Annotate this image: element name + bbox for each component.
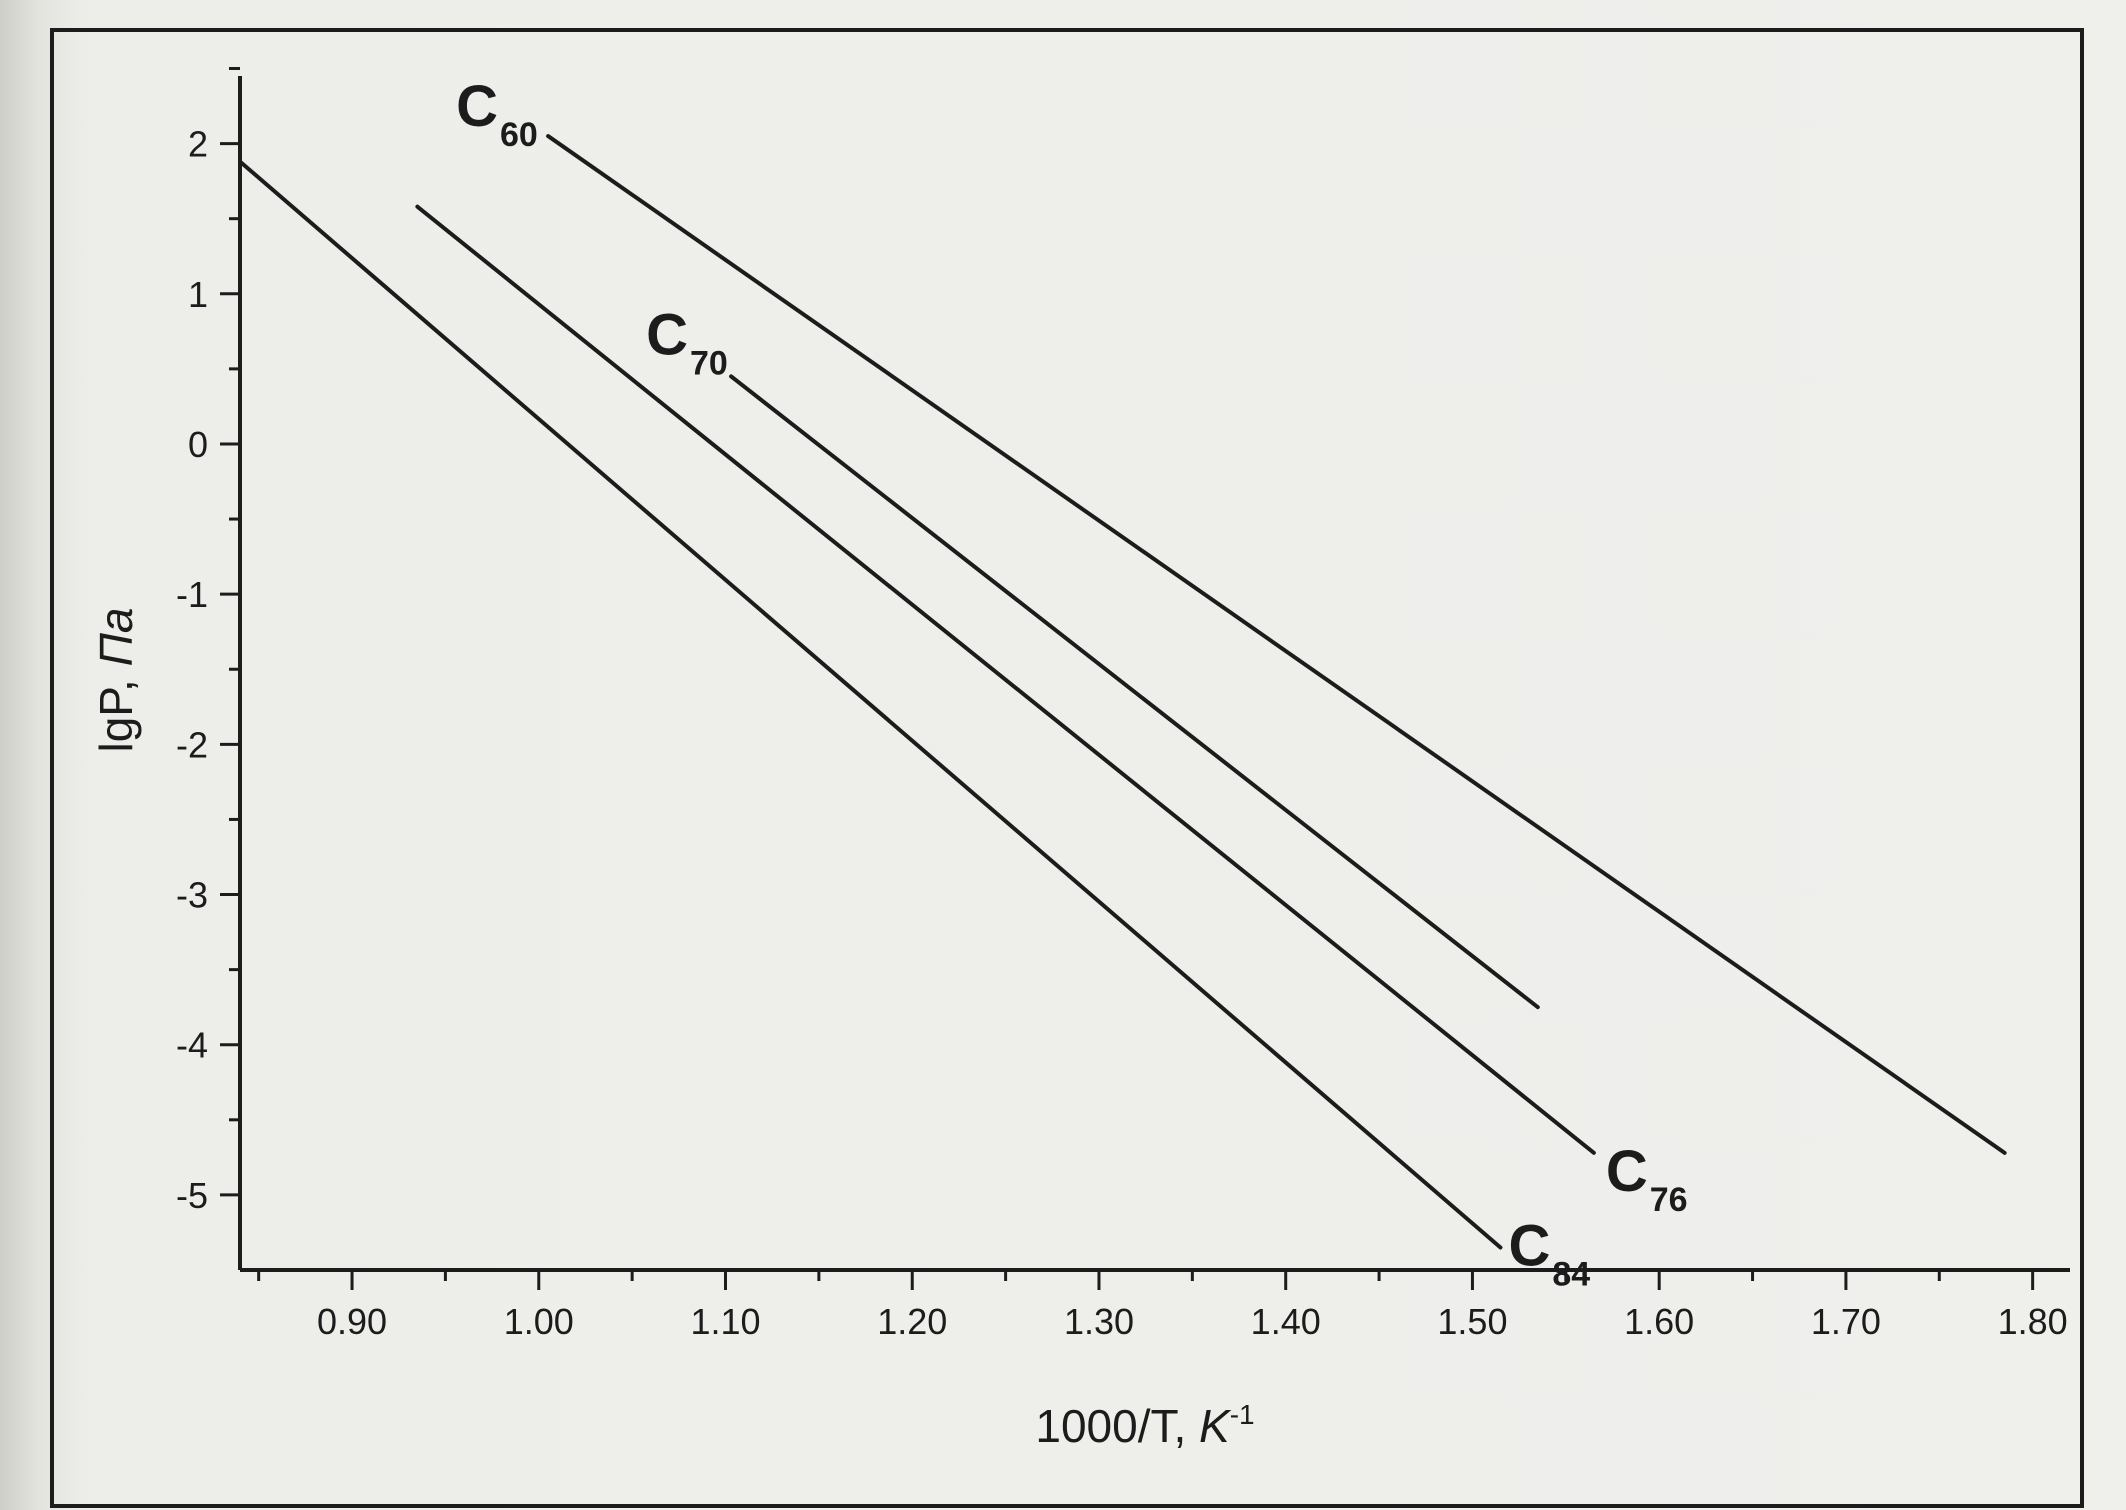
x-tick-label: 1.60 xyxy=(1624,1301,1694,1342)
series-label-C76: C76 xyxy=(1606,1139,1688,1219)
chart-frame xyxy=(50,28,2084,1508)
series-line-C60 xyxy=(546,134,2007,1155)
x-axis-title: 1000/T, K-1 xyxy=(1035,1399,1254,1452)
y-tick-label: -1 xyxy=(176,574,208,615)
y-tick-label: 0 xyxy=(188,424,208,465)
x-tick-label: 1.20 xyxy=(877,1301,947,1342)
x-tick-label: 1.00 xyxy=(504,1301,574,1342)
x-tick-label: 1.30 xyxy=(1064,1301,1134,1342)
y-tick-label: 1 xyxy=(188,274,208,315)
y-tick-label: -5 xyxy=(176,1175,208,1216)
y-axis-title: lgP, Па xyxy=(90,607,142,752)
y-tick-label: 2 xyxy=(188,124,208,165)
y-tick-label: -2 xyxy=(176,724,208,765)
x-tick-label: 1.70 xyxy=(1811,1301,1881,1342)
y-tick-label: -3 xyxy=(176,875,208,916)
series-label-C70: C70 xyxy=(646,302,728,382)
x-tick-label: 0.90 xyxy=(317,1301,387,1342)
y-tick-label: -4 xyxy=(176,1025,208,1066)
series-line-C70 xyxy=(729,374,1540,1010)
series-label-C60: C60 xyxy=(456,74,538,154)
x-tick-label: 1.80 xyxy=(1998,1301,2068,1342)
series-line-C84 xyxy=(238,159,1503,1250)
series-line-C76 xyxy=(415,204,1596,1155)
x-tick-label: 1.10 xyxy=(690,1301,760,1342)
x-tick-label: 1.40 xyxy=(1251,1301,1321,1342)
series-label-C84: C84 xyxy=(1508,1213,1590,1293)
x-tick-label: 1.50 xyxy=(1437,1301,1507,1342)
